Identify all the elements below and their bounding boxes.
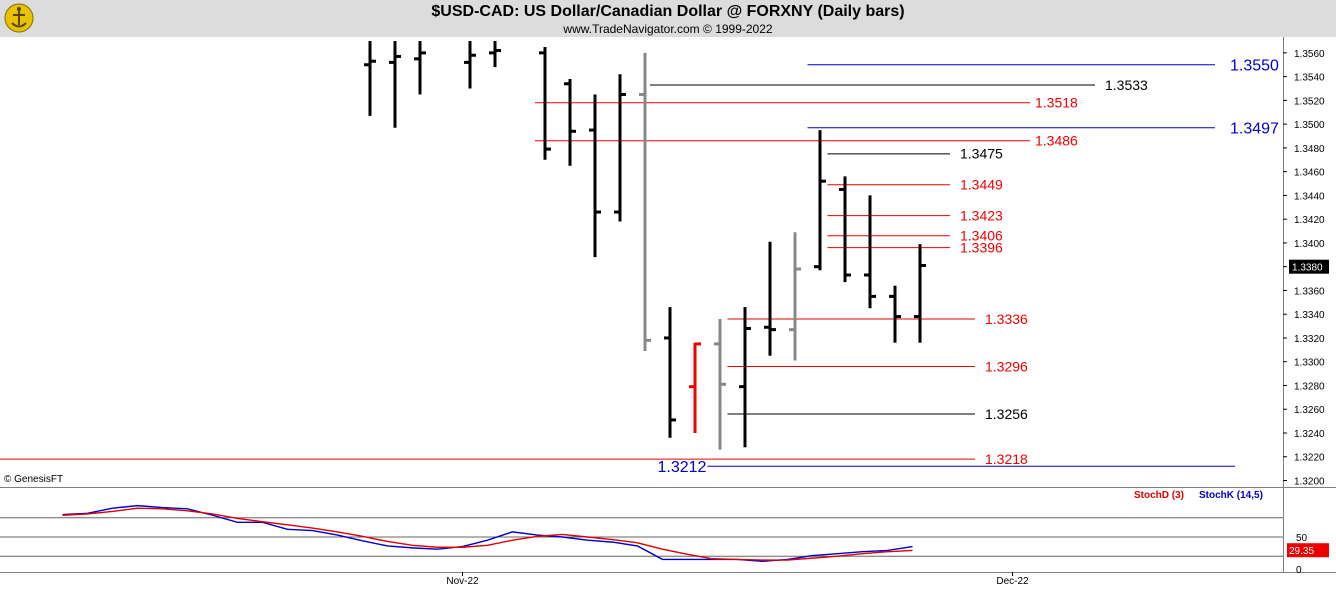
date-tick-label: Nov-22: [446, 576, 479, 587]
oscillator-legend-entry: StochD (3): [1134, 490, 1184, 501]
price-tick-label: 1.3420: [1294, 215, 1325, 226]
oscillator-legend-entry: StochK (14,5): [1199, 490, 1263, 501]
level-label: 1.3497: [1230, 120, 1279, 137]
price-tick-label: 1.3540: [1294, 73, 1325, 84]
level-label: 1.3396: [960, 240, 1003, 256]
price-tick-label: 1.3400: [1294, 239, 1325, 250]
price-axis-background: [1283, 37, 1336, 572]
oscillator-tick-label: 0: [1296, 565, 1302, 576]
oscillator-value-tag: [1287, 543, 1329, 558]
chart-header: $USD-CAD: US Dollar/Canadian Dollar @ FO…: [0, 0, 1336, 37]
price-tick-label: 1.3480: [1294, 144, 1325, 155]
current-price-label: 1.3380: [1292, 263, 1323, 274]
level-label: 1.3486: [1035, 133, 1078, 149]
level-label: 1.3533: [1105, 77, 1148, 93]
level-label: 1.3406: [960, 228, 1003, 244]
price-tick-label: 1.3260: [1294, 405, 1325, 416]
chart-title: $USD-CAD: US Dollar/Canadian Dollar @ FO…: [431, 3, 905, 20]
oscillator-series-line: [62, 504, 913, 563]
level-label: 1.3212: [658, 459, 707, 476]
level-label: 1.3449: [960, 177, 1003, 193]
price-tick-label: 1.3340: [1294, 310, 1325, 321]
level-label: 1.3518: [1035, 95, 1078, 111]
level-label: 1.3475: [960, 146, 1003, 162]
level-label: 1.3550: [1230, 57, 1279, 74]
price-tick-label: 1.3440: [1294, 191, 1325, 202]
current-price-tag: [1289, 259, 1329, 274]
level-label: 1.3218: [985, 451, 1028, 467]
oscillator-value-label: 29.35: [1289, 546, 1314, 557]
price-tick-label: 1.3520: [1294, 96, 1325, 107]
chart-subtitle: www.TradeNavigator.com © 1999-2022: [563, 22, 773, 36]
price-tick-label: 1.3200: [1294, 477, 1325, 488]
trade-navigator-logo-icon: [4, 3, 34, 33]
price-tick-label: 1.3280: [1294, 381, 1325, 392]
price-tick-label: 1.3360: [1294, 286, 1325, 297]
level-label: 1.3296: [985, 358, 1028, 374]
price-tick-label: 1.3460: [1294, 168, 1325, 179]
price-tick-label: 1.3320: [1294, 334, 1325, 345]
date-tick-label: Dec-22: [996, 576, 1029, 587]
price-tick-label: 1.3500: [1294, 120, 1325, 131]
price-tick-label: 1.3560: [1294, 49, 1325, 60]
level-label: 1.3336: [985, 311, 1028, 327]
level-label: 1.3423: [960, 208, 1003, 224]
copyright-text: © GenesisFT: [4, 474, 64, 485]
price-tick-label: 1.3240: [1294, 429, 1325, 440]
oscillator-tick-label: 50: [1296, 533, 1308, 544]
price-tick-label: 1.3220: [1294, 453, 1325, 464]
level-label: 1.3256: [985, 406, 1028, 422]
oscillator-series-line: [62, 507, 913, 561]
price-tick-label: 1.3300: [1294, 358, 1325, 369]
